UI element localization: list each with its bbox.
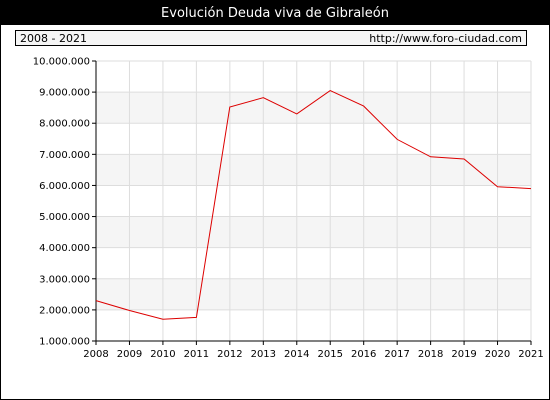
x-tick-label: 2017 xyxy=(384,349,409,360)
background-bands xyxy=(96,92,531,310)
x-tick-label: 2013 xyxy=(251,349,276,360)
x-tick-label: 2009 xyxy=(117,349,142,360)
x-tick-label: 2016 xyxy=(351,349,376,360)
y-tick-labels: 1.000.000 2.000.000 3.000.000 4.000.000 5.00… xyxy=(33,57,90,348)
axes xyxy=(92,60,532,345)
x-tick-label: 2019 xyxy=(451,349,476,360)
y-tick-label: 8.000.000 xyxy=(39,119,90,130)
info-bar: 2008 - 2021 http://www.foro-ciudad.com xyxy=(15,30,527,46)
x-tick-label: 2018 xyxy=(418,349,443,360)
x-tick-label: 2014 xyxy=(284,349,309,360)
x-tick-label: 2008 xyxy=(83,349,108,360)
background-band xyxy=(96,278,531,310)
y-tick-label: 7.000.000 xyxy=(39,150,90,161)
source-label: http://www.foro-ciudad.com xyxy=(369,31,522,45)
y-tick-label: 6.000.000 xyxy=(39,181,90,192)
series-line xyxy=(95,90,532,320)
x-tick-label: 2015 xyxy=(318,349,343,360)
y-tick-label: 3.000.000 xyxy=(39,274,90,285)
y-tick-label: 2.000.000 xyxy=(39,305,90,316)
x-tick-label: 2012 xyxy=(217,349,242,360)
y-tick-label: 10.000.000 xyxy=(33,57,90,68)
y-tick-label: 9.000.000 xyxy=(39,88,90,99)
x-tick-label: 2011 xyxy=(184,349,209,360)
x-tick-label: 2010 xyxy=(150,349,175,360)
background-band xyxy=(96,154,531,186)
y-tick-label: 1.000.000 xyxy=(39,337,90,348)
x-tick-label: 2021 xyxy=(518,349,543,360)
chart-title: Evolución Deuda viva de Gibraleón xyxy=(1,1,549,25)
period-label: 2008 - 2021 xyxy=(20,31,87,45)
y-tick-label: 4.000.000 xyxy=(39,243,90,254)
background-band xyxy=(96,216,531,248)
background-band xyxy=(96,92,531,124)
series-layer xyxy=(95,90,532,320)
x-tick-label: 2020 xyxy=(485,349,510,360)
y-tick-label: 5.000.000 xyxy=(39,212,90,223)
x-tick-labels: 2008 2009 2010 2011 2012 2013 2014 2015 2016 2017… xyxy=(83,349,543,360)
